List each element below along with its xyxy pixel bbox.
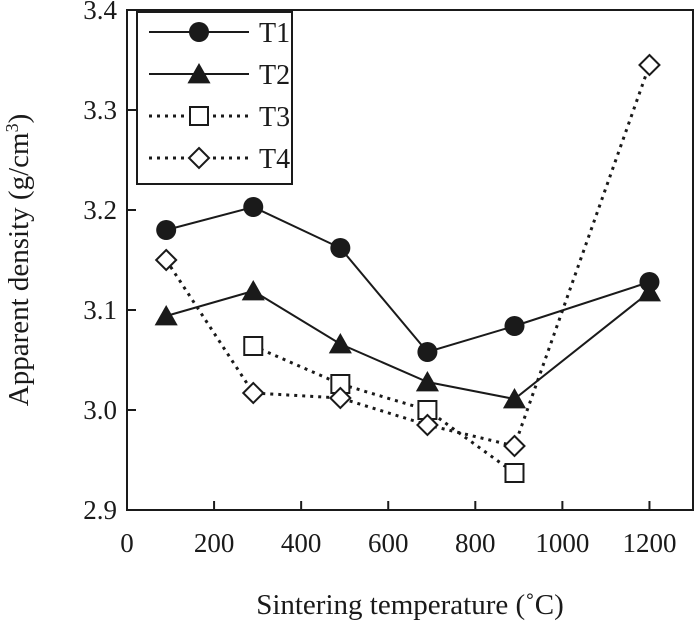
x-tick-label: 1000	[535, 528, 589, 558]
legend-t2-label: T2	[259, 60, 290, 91]
x-tick-label: 0	[120, 528, 134, 558]
legend-t4-label: T4	[259, 144, 290, 175]
legend-box	[136, 11, 293, 185]
series-t1-point	[417, 342, 438, 362]
series-t4-point	[241, 381, 265, 405]
legend-t1-marker	[189, 22, 209, 42]
y-tick-label: 3.4	[83, 0, 117, 25]
series-t2-point	[241, 280, 265, 301]
series-t2-point	[502, 388, 527, 409]
y-axis-label: Apparent density (g/cm3)	[2, 114, 35, 407]
legend-t3-marker	[189, 106, 209, 126]
series-t4-point	[416, 413, 439, 437]
series-t1-point	[156, 220, 177, 240]
series-t4-point	[154, 248, 178, 272]
series-t3-line	[252, 344, 516, 475]
series-t2-line	[165, 289, 651, 401]
y-tick-label: 3.3	[83, 95, 117, 125]
series-t4-point	[503, 434, 526, 458]
y-axis-label-superscript: 3	[2, 123, 22, 132]
legend-t4-marker	[187, 146, 211, 170]
x-tick-label: 600	[368, 528, 409, 558]
series-t2-point	[415, 371, 439, 392]
x-tick-label: 400	[281, 528, 322, 558]
series-t2-point	[154, 305, 178, 326]
series-t2-point	[637, 281, 662, 302]
series-t1-point	[330, 238, 351, 258]
x-axis-label: Sintering temperature (˚C)	[256, 589, 564, 621]
series-t2-point	[328, 333, 352, 354]
series-t3-point	[504, 463, 525, 483]
series-t1-line	[165, 205, 650, 354]
legend-t3-label: T3	[259, 102, 290, 133]
y-tick-label: 3.0	[83, 395, 117, 425]
x-tick-label: 1200	[622, 528, 676, 558]
series-t3-point	[243, 336, 264, 356]
y-tick-label: 3.2	[83, 195, 117, 225]
series-t1-point	[504, 316, 525, 336]
plot-frame	[126, 9, 694, 511]
y-tick-label: 2.9	[83, 495, 117, 525]
x-tick-label: 800	[455, 528, 496, 558]
legend-t2-marker	[187, 63, 211, 84]
y-tick-label: 3.1	[83, 295, 117, 325]
series-t4-point	[638, 53, 661, 77]
series-t1-point	[243, 197, 264, 217]
y-axis-label-close: )	[3, 114, 35, 124]
y-axis-label-main: Apparent density (g/cm	[3, 132, 35, 406]
x-tick-label: 200	[194, 528, 235, 558]
series-t4-point	[328, 386, 352, 410]
legend-t1-label: T1	[259, 18, 290, 49]
